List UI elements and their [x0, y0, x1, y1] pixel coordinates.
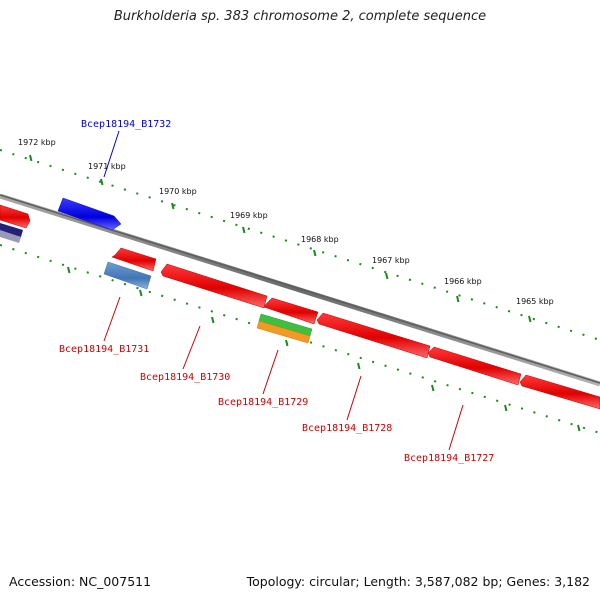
- gene-label-B1729[interactable]: Bcep18194_B1729: [218, 397, 308, 408]
- ruler-label-1967: 1967 kbp: [372, 256, 410, 265]
- tick-1971: [100, 178, 104, 186]
- inner-tick-6: [431, 384, 435, 392]
- gene-B1728-arrow[interactable]: [316, 312, 431, 359]
- leader-B1727: [448, 404, 464, 451]
- gene-label-B1730[interactable]: Bcep18194_B1730: [140, 372, 230, 383]
- inner-tick-3: [211, 316, 215, 324]
- tick-1966: [456, 295, 460, 303]
- inner-tick-8: [577, 424, 581, 432]
- inner-tick-2: [139, 289, 143, 297]
- ruler-label-1969: 1969 kbp: [230, 211, 268, 220]
- label-leaders: [103, 130, 464, 451]
- gene-label-B1728[interactable]: Bcep18194_B1728: [302, 423, 392, 434]
- gene-label-B1732[interactable]: Bcep18194_B1732: [81, 119, 171, 130]
- gene-label-B1731[interactable]: Bcep18194_B1731: [59, 344, 149, 355]
- leader-B1728: [346, 375, 362, 421]
- accession-text: Accession: NC_007511: [9, 574, 152, 589]
- gene-B1731-arrow[interactable]: [111, 247, 157, 272]
- ruler-label-1971: 1971 kbp: [88, 162, 126, 171]
- genome-backbone: [0, 193, 600, 387]
- left-cds-arrow[interactable]: [0, 204, 31, 229]
- gene-B1729-orange-feature[interactable]: [256, 320, 311, 344]
- tick-1968: [313, 249, 317, 257]
- inner-ruler-dots: [0, 244, 600, 434]
- leader-B1729: [262, 349, 279, 395]
- outer-ruler-dots: [0, 149, 600, 341]
- inner-ruler: [0, 244, 600, 434]
- outer-ruler: [0, 149, 600, 341]
- gene-B1730-arrow[interactable]: [160, 263, 268, 309]
- leader-B1732: [103, 130, 120, 178]
- forward-strand-features: [0, 197, 122, 243]
- outer-ruler-major-ticks: [29, 154, 532, 323]
- tick-1965: [528, 315, 532, 323]
- tick-1967: [385, 272, 389, 280]
- map-title: Burkholderia sp. 383 chromosome 2, compl…: [113, 9, 487, 24]
- left-edge-feature-grey: [0, 230, 21, 243]
- ruler-label-1966: 1966 kbp: [444, 277, 482, 286]
- inner-tick-4: [285, 339, 289, 347]
- gene-B1732-arrow[interactable]: [57, 197, 122, 231]
- ruler-labels: 1972 kbp 1971 kbp 1970 kbp 1969 kbp 1968…: [18, 138, 554, 306]
- gene-B1727-arrow[interactable]: [427, 346, 522, 386]
- inner-tick-7: [504, 404, 508, 412]
- inner-tick-1: [67, 266, 71, 274]
- left-edge-feature-navy: [0, 223, 23, 237]
- reverse-strand-features: [103, 247, 600, 410]
- ruler-label-1970: 1970 kbp: [159, 187, 197, 196]
- gene-B1731-blue-feature[interactable]: [103, 261, 152, 290]
- gene-labels: Bcep18194_B1732 Bcep18194_B1731 Bcep1819…: [59, 119, 494, 464]
- inner-tick-5: [357, 362, 361, 370]
- leader-B1730: [182, 325, 201, 370]
- right-edge-cds-arrow[interactable]: [519, 374, 600, 410]
- tick-1970: [171, 202, 175, 210]
- gene-B1729-arrow[interactable]: [263, 297, 319, 325]
- ruler-label-1968: 1968 kbp: [301, 235, 339, 244]
- ruler-label-1972: 1972 kbp: [18, 138, 56, 147]
- tick-1969: [242, 226, 246, 234]
- leader-B1731: [103, 296, 121, 342]
- topology-text: Topology: circular; Length: 3,587,082 bp…: [246, 574, 590, 589]
- ruler-label-1965: 1965 kbp: [516, 297, 554, 306]
- gene-label-B1727[interactable]: Bcep18194_B1727: [404, 453, 494, 464]
- tick-1972: [29, 154, 33, 162]
